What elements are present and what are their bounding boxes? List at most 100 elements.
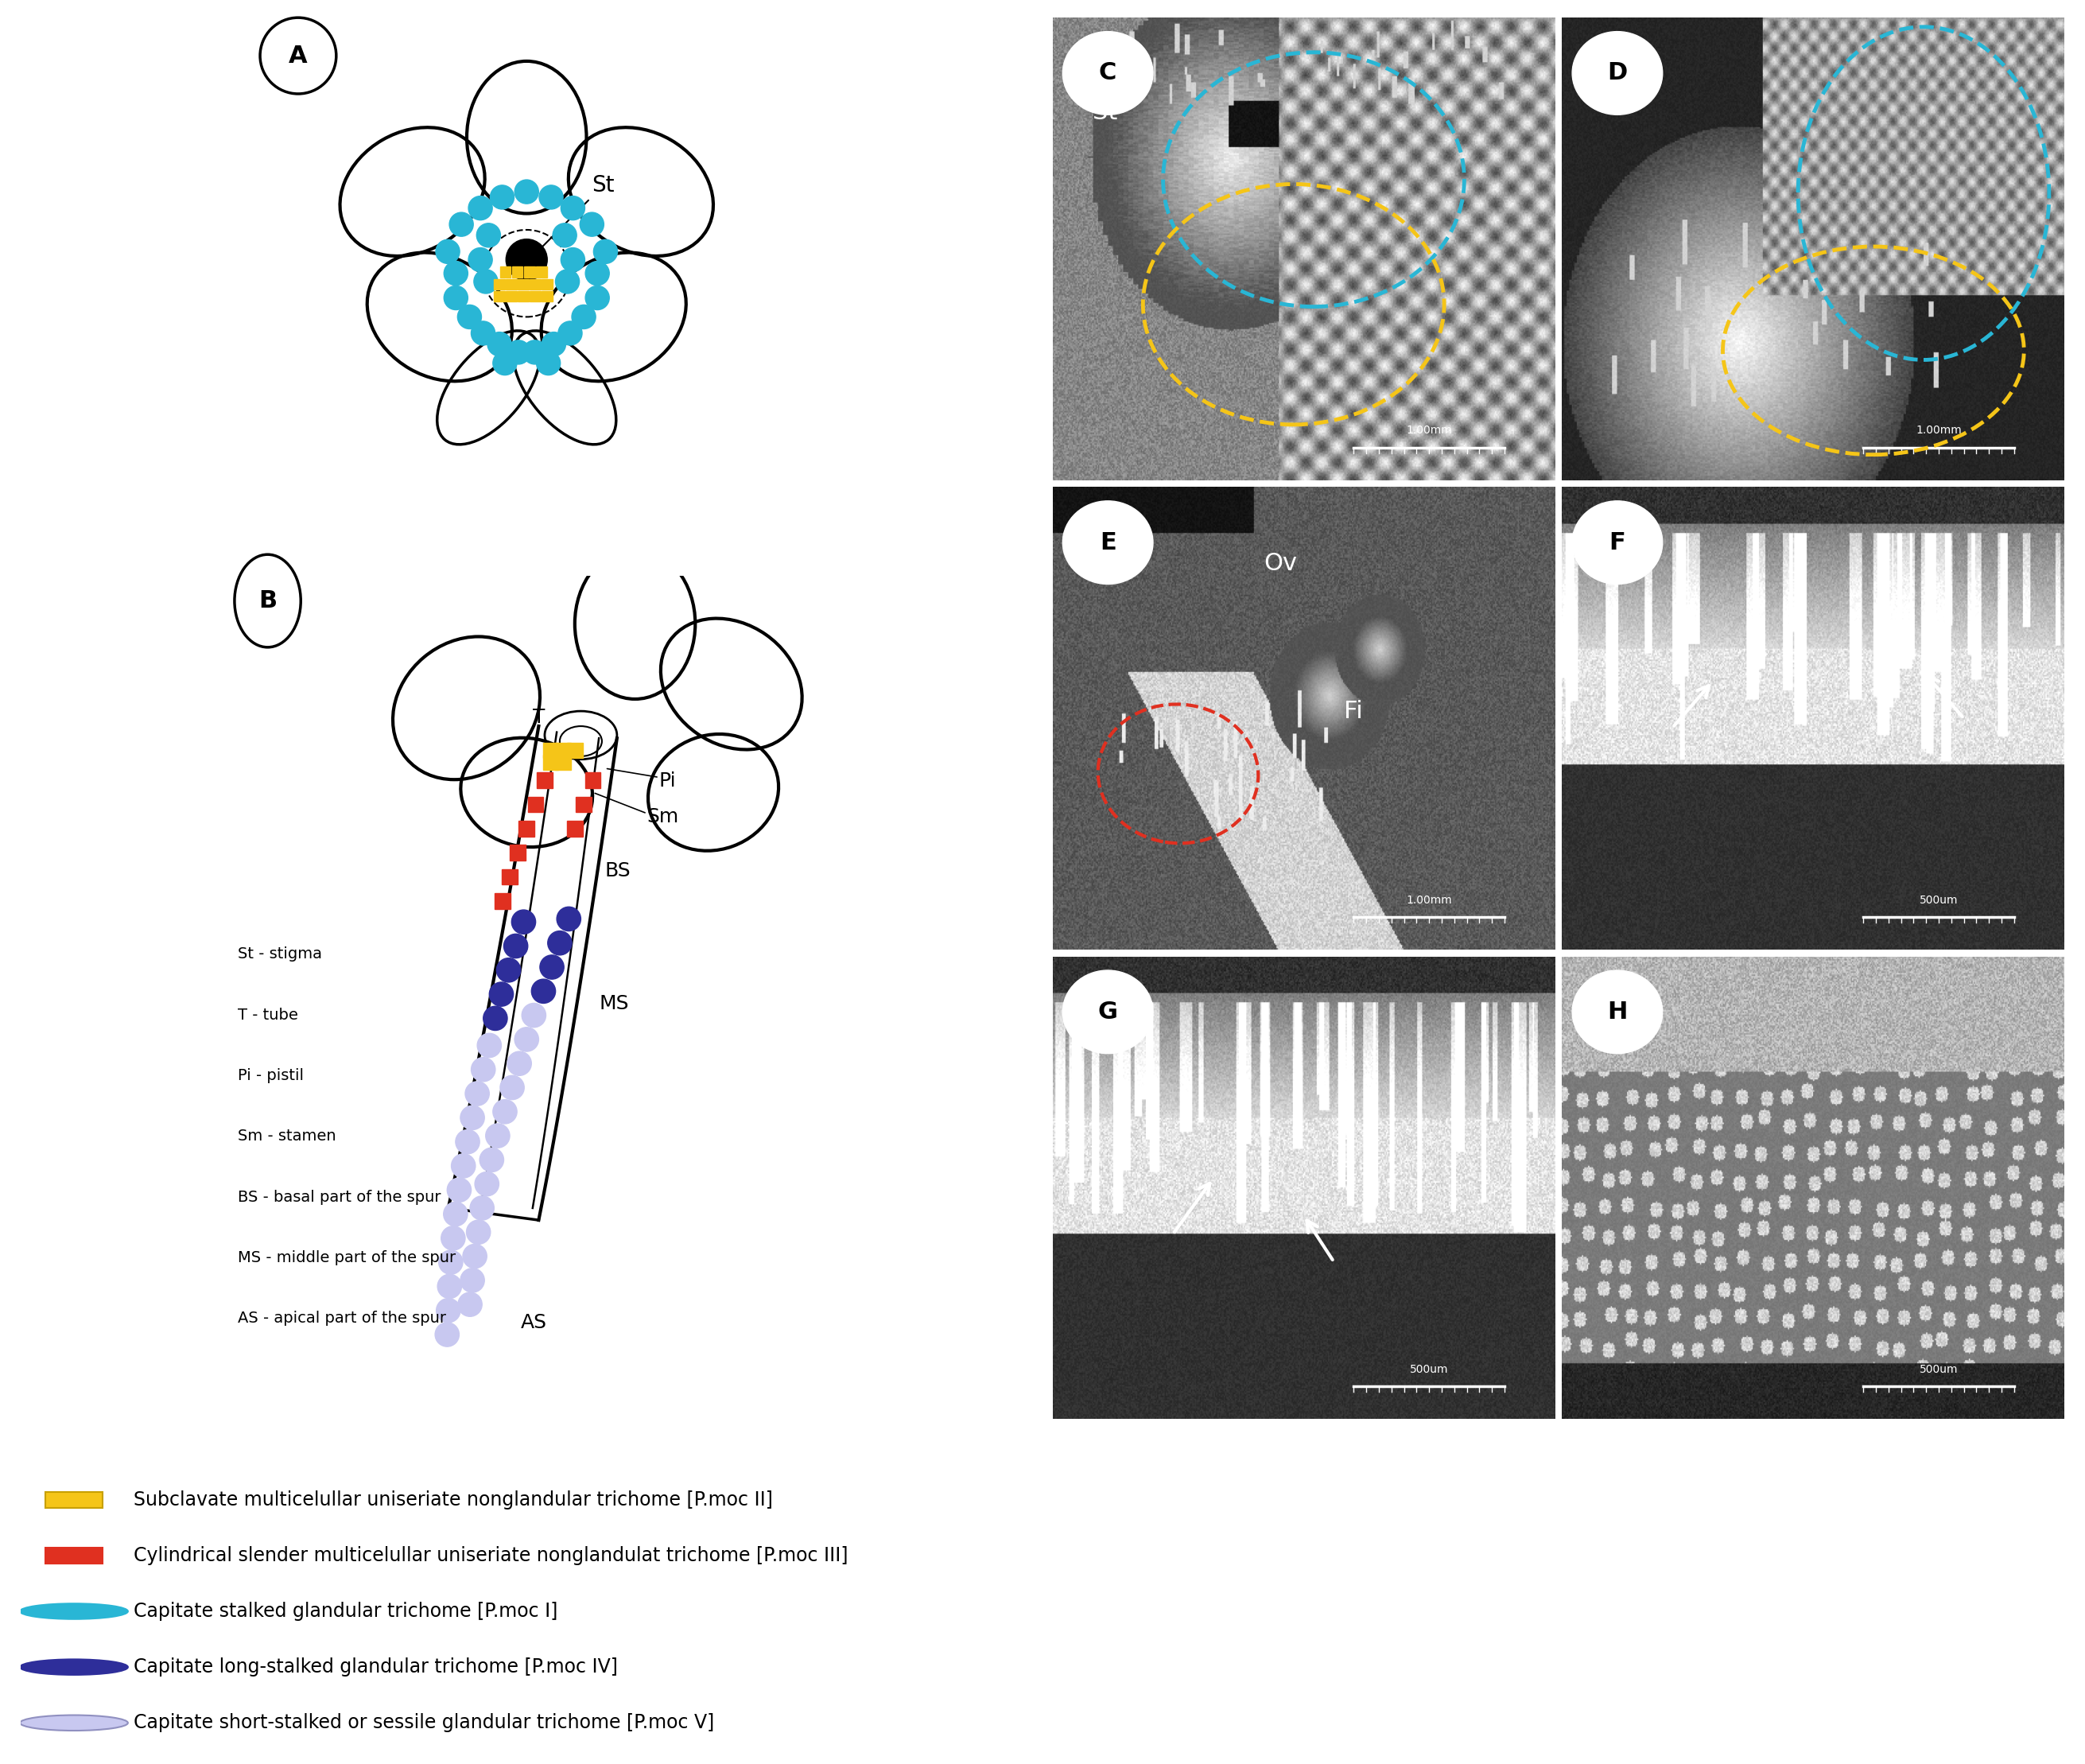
Text: MS: MS <box>598 995 630 1013</box>
Bar <box>517 279 530 289</box>
Circle shape <box>459 1293 482 1316</box>
Text: St - stigma: St - stigma <box>238 947 321 961</box>
Bar <box>507 291 517 302</box>
Circle shape <box>457 305 482 328</box>
Circle shape <box>469 1196 494 1221</box>
Bar <box>542 279 553 289</box>
Bar <box>530 279 540 289</box>
Bar <box>494 279 505 289</box>
Circle shape <box>1572 32 1662 115</box>
Bar <box>500 266 511 277</box>
Text: G: G <box>1099 1000 1118 1023</box>
Circle shape <box>536 351 561 376</box>
Circle shape <box>444 261 467 286</box>
Bar <box>494 291 505 302</box>
Text: AS - apical part of the spur: AS - apical part of the spur <box>238 1311 446 1327</box>
Bar <box>586 773 600 789</box>
Text: Pi - pistil: Pi - pistil <box>238 1067 304 1083</box>
Circle shape <box>475 1171 498 1196</box>
Circle shape <box>436 1298 461 1323</box>
Text: H: H <box>1608 1000 1628 1023</box>
Text: Capitate stalked glandular trichome [P.moc I]: Capitate stalked glandular trichome [P.m… <box>133 1602 557 1621</box>
Text: B: B <box>259 589 277 612</box>
Circle shape <box>461 1268 484 1293</box>
Text: Subclavate multicelullar uniseriate nonglandular trichome [P.moc II]: Subclavate multicelullar uniseriate nong… <box>133 1491 771 1510</box>
Circle shape <box>436 240 459 263</box>
Bar <box>494 893 511 908</box>
Text: D: D <box>1608 62 1628 85</box>
Circle shape <box>515 180 538 203</box>
Bar <box>567 820 582 836</box>
Bar <box>542 755 559 771</box>
Circle shape <box>507 240 546 280</box>
Bar <box>523 266 534 277</box>
Bar <box>536 773 553 789</box>
Circle shape <box>515 1027 538 1051</box>
Circle shape <box>540 954 563 979</box>
Circle shape <box>571 305 596 328</box>
Bar <box>46 1547 102 1563</box>
Bar <box>542 291 553 302</box>
Bar <box>528 797 544 811</box>
Text: 500um: 500um <box>1920 1364 1958 1374</box>
Text: Cylindrical slender multicelullar uniseriate nonglandulat trichome [P.moc III]: Cylindrical slender multicelullar uniser… <box>133 1545 849 1565</box>
Bar <box>513 266 523 277</box>
Text: Ov: Ov <box>1264 552 1297 575</box>
Circle shape <box>450 212 473 236</box>
Bar <box>575 797 592 811</box>
Circle shape <box>521 1004 546 1027</box>
Circle shape <box>594 240 617 263</box>
Bar <box>509 845 525 861</box>
Circle shape <box>511 910 536 933</box>
Circle shape <box>473 270 498 293</box>
Text: 500um: 500um <box>1920 894 1958 905</box>
Circle shape <box>436 1323 459 1346</box>
Circle shape <box>463 1244 488 1268</box>
Text: Sm - stamen: Sm - stamen <box>238 1129 336 1143</box>
Circle shape <box>523 340 546 363</box>
Circle shape <box>21 1603 127 1619</box>
Circle shape <box>1063 970 1153 1053</box>
Circle shape <box>438 1274 461 1298</box>
Circle shape <box>553 224 578 247</box>
Circle shape <box>480 1148 505 1171</box>
Text: 1.00mm: 1.00mm <box>1916 425 1962 436</box>
Circle shape <box>438 1251 463 1274</box>
Circle shape <box>471 1057 496 1081</box>
Text: F: F <box>1610 531 1626 554</box>
Bar <box>536 266 546 277</box>
Circle shape <box>1063 32 1153 115</box>
Circle shape <box>477 1034 500 1057</box>
Bar <box>555 743 571 759</box>
Circle shape <box>444 286 467 310</box>
Circle shape <box>505 933 528 958</box>
Text: Capitate short-stalked or sessile glandular trichome [P.moc V]: Capitate short-stalked or sessile glandu… <box>133 1713 713 1732</box>
Circle shape <box>557 907 582 931</box>
Circle shape <box>461 1106 484 1129</box>
Text: Capitate long-stalked glandular trichome [P.moc IV]: Capitate long-stalked glandular trichome… <box>133 1658 617 1676</box>
Text: Sm: Sm <box>646 808 680 827</box>
Circle shape <box>559 321 582 346</box>
Circle shape <box>450 1154 475 1178</box>
Circle shape <box>540 185 563 210</box>
Bar <box>517 291 530 302</box>
Text: MS - middle part of the spur: MS - middle part of the spur <box>238 1251 455 1265</box>
Text: 500um: 500um <box>1409 1364 1449 1374</box>
Bar <box>46 1492 102 1508</box>
Text: BS - basal part of the spur: BS - basal part of the spur <box>238 1189 440 1205</box>
Circle shape <box>1572 501 1662 584</box>
Circle shape <box>586 286 609 310</box>
Bar <box>507 279 517 289</box>
Text: 1.00mm: 1.00mm <box>1405 425 1451 436</box>
Circle shape <box>444 1201 467 1226</box>
Circle shape <box>532 979 555 1004</box>
Circle shape <box>21 1715 127 1730</box>
Text: A: A <box>288 44 309 67</box>
Text: St: St <box>1093 101 1118 123</box>
Circle shape <box>542 332 565 356</box>
Bar <box>502 870 517 884</box>
Text: T: T <box>532 707 544 727</box>
Circle shape <box>484 1005 507 1030</box>
Circle shape <box>548 931 571 954</box>
Text: T - tube: T - tube <box>238 1007 298 1023</box>
